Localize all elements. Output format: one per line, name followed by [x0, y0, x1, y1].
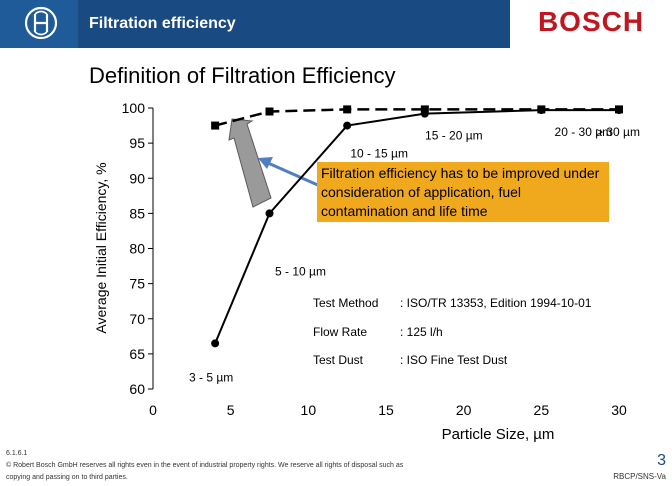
- measured-point-marker: [265, 209, 274, 218]
- x-tick-label: 20: [456, 402, 472, 418]
- slide-title: Definition of Filtration Efficiency: [89, 63, 396, 88]
- point-range-label: 10 - 15 µm: [350, 147, 408, 161]
- logo-box: [0, 0, 78, 48]
- point-range-label: > 30 µm: [596, 125, 640, 139]
- footer-copyright-1: © Robert Bosch GmbH reserves all rights …: [6, 462, 404, 469]
- y-tick-label: 100: [122, 100, 146, 116]
- target-point-marker: [343, 105, 352, 114]
- brand-logo-text: BOSCH: [537, 6, 645, 37]
- blue-pointer-arrow-head: [258, 157, 273, 169]
- page-number: 3: [657, 452, 666, 469]
- y-tick-label: 75: [129, 276, 145, 292]
- y-tick-label: 80: [129, 241, 145, 257]
- y-tick-label: 95: [129, 135, 145, 151]
- target-point-marker: [211, 121, 220, 130]
- y-tick-label: 90: [129, 170, 145, 186]
- series-line-measured: [214, 109, 619, 344]
- param-label-flow-rate: Flow Rate: [313, 325, 368, 339]
- chart-labels: 60 65 70 75 80 85 90 95 100 0 5 10 15 20 25 30 Particle …: [93, 100, 640, 443]
- measured-point-marker: [343, 121, 352, 130]
- footer-legal: 6.1.6.1 © Robert Bosch GmbH reserves all…: [6, 448, 403, 484]
- header-title: Filtration efficiency: [89, 15, 236, 32]
- y-axis-title: Average Initial Efficiency, %: [93, 162, 109, 333]
- x-tick-label: 25: [534, 402, 550, 418]
- target-point-marker: [420, 105, 429, 114]
- blue-pointer-arrow-shaft: [267, 161, 321, 188]
- improvement-callout: Filtration efficiency has to be improved…: [317, 162, 609, 222]
- page-code: RBCP/SNS-Va: [613, 472, 666, 481]
- y-tick-label: 65: [129, 346, 145, 362]
- gray-improvement-arrow: [228, 118, 272, 208]
- x-tick-label: 0: [149, 402, 157, 418]
- y-tick-label: 60: [129, 381, 145, 397]
- x-tick-label: 30: [611, 402, 627, 418]
- param-value-test-method: : ISO/TR 13353, Edition 1994-10-01: [400, 296, 592, 310]
- param-value-test-dust: : ISO Fine Test Dust: [400, 353, 508, 367]
- brand-box: BOSCH: [510, 0, 672, 48]
- chart-series: [211, 105, 623, 348]
- target-point-marker: [265, 107, 274, 116]
- param-label-test-method: Test Method: [313, 296, 379, 310]
- footer-code: 6.1.6.1: [6, 450, 28, 457]
- target-point-marker: [615, 105, 623, 114]
- param-value-flow-rate: : 125 l/h: [400, 325, 443, 339]
- footer-copyright-2: copying and passing on to third parties.: [6, 474, 128, 481]
- point-range-label: 3 - 5 µm: [189, 370, 233, 384]
- header-bar: Filtration efficiency BOSCH: [0, 0, 672, 48]
- measured-point-marker: [211, 339, 220, 348]
- y-tick-label: 70: [129, 311, 145, 327]
- x-tick-label: 10: [301, 402, 317, 418]
- chart-axes: [148, 107, 154, 390]
- x-tick-label: 15: [378, 402, 394, 418]
- target-point-marker: [537, 105, 546, 114]
- chart-arrows: [228, 118, 321, 208]
- y-tick-label: 85: [129, 205, 145, 221]
- bosch-armature-icon: [24, 6, 58, 40]
- point-range-label: 20 - 30 µm: [555, 125, 613, 139]
- point-range-label: 15 - 20 µm: [425, 129, 483, 143]
- x-axis-title: Particle Size, µm: [442, 426, 555, 443]
- param-label-test-dust: Test Dust: [313, 353, 364, 367]
- x-tick-label: 5: [227, 402, 235, 418]
- point-range-label: 5 - 10 µm: [275, 264, 326, 278]
- series-line-target: [214, 108, 619, 127]
